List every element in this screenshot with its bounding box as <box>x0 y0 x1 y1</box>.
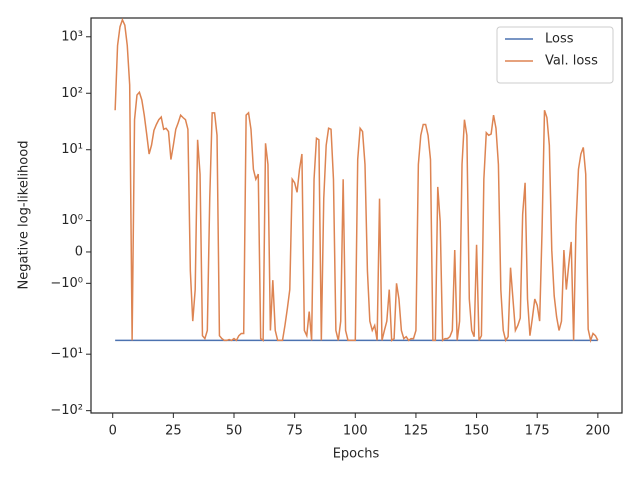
y-tick-label: −10² <box>50 403 83 418</box>
y-tick-label: −10¹ <box>50 347 83 362</box>
legend-label: Loss <box>545 32 574 47</box>
series-line <box>114 17 599 344</box>
x-tick-label: 75 <box>286 424 303 439</box>
x-tick-label: 25 <box>165 424 182 439</box>
y-tick-label: 10³ <box>61 29 83 44</box>
y-axis-label: Negative log-likelihood <box>17 141 32 290</box>
x-tick-label: 50 <box>226 424 243 439</box>
x-tick-label: 0 <box>109 424 117 439</box>
x-tick-label: 125 <box>404 424 429 439</box>
y-tick-label: 10² <box>61 86 83 101</box>
y-tick-label: 0 <box>75 244 83 259</box>
x-axis-label: Epochs <box>333 447 380 462</box>
y-tick-label: −10⁰ <box>50 276 83 291</box>
legend-label: Val. loss <box>545 54 598 69</box>
x-tick-label: 150 <box>464 424 489 439</box>
x-tick-label: 100 <box>343 424 368 439</box>
x-tick-label: 200 <box>585 424 610 439</box>
x-tick-label: 175 <box>525 424 550 439</box>
y-tick-label: 10⁰ <box>61 213 83 228</box>
y-tick-label: 10¹ <box>61 142 83 157</box>
axes-frame <box>90 17 623 414</box>
legend-box <box>496 26 614 84</box>
